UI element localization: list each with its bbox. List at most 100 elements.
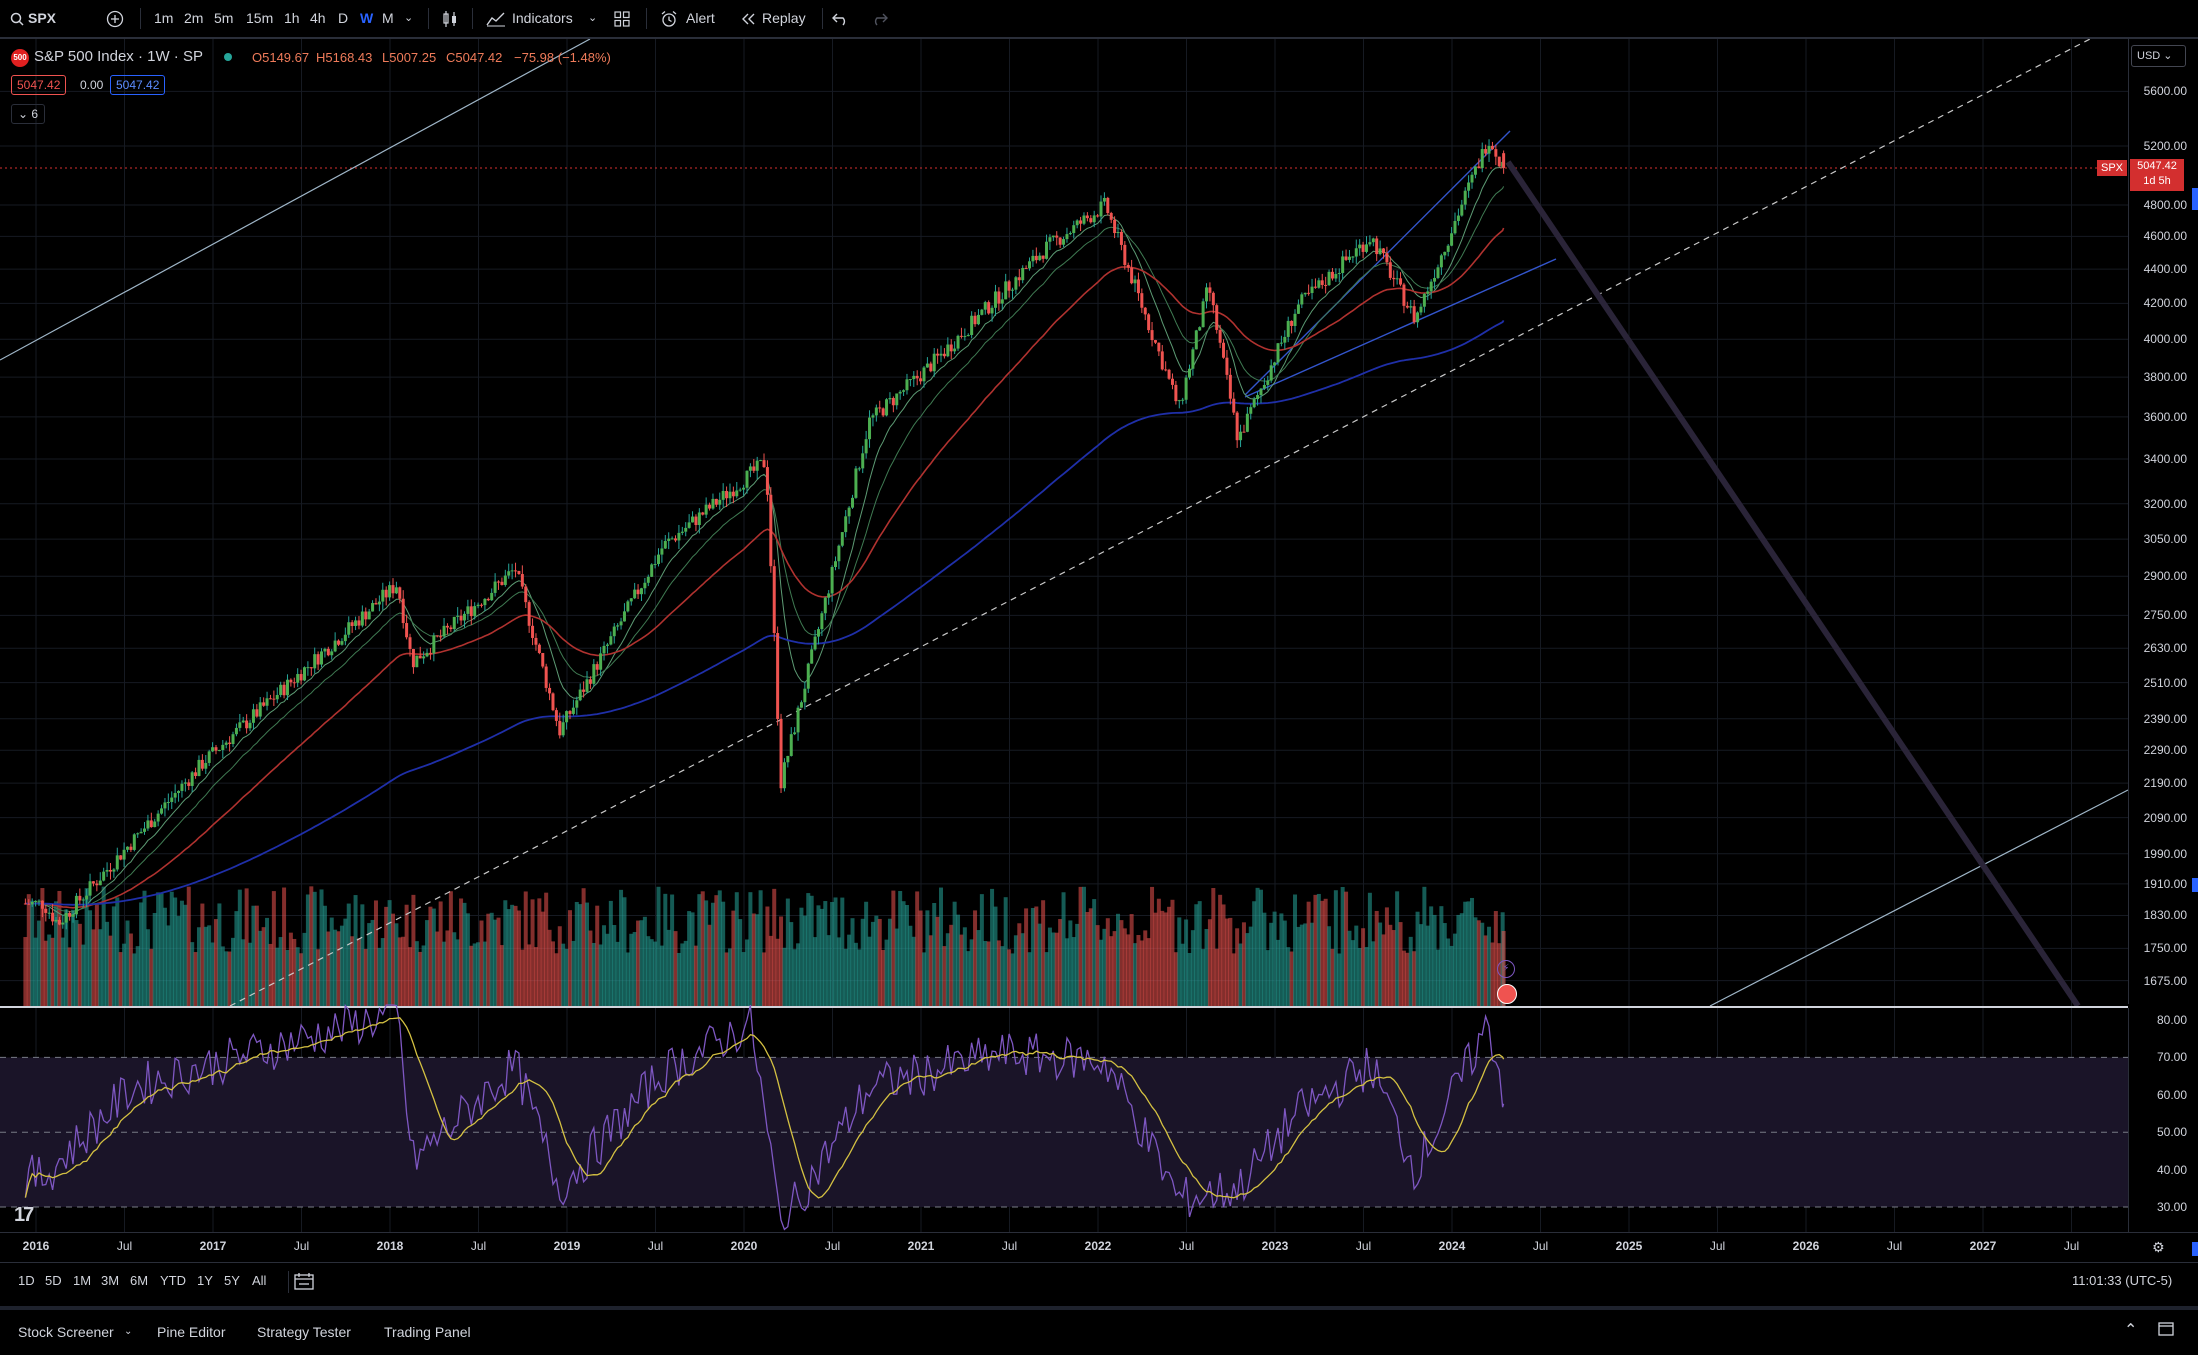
interval-1h[interactable]: 1h [284, 10, 300, 26]
interval-4h[interactable]: 4h [310, 10, 326, 26]
volume-bar [945, 933, 950, 1006]
price-axis[interactable]: USD ⌄ 5600.00 5200.00 4800.00 4600.00 4400.0… [2128, 39, 2198, 1004]
time-axis[interactable]: 2016 Jul 2017 Jul 2018 Jul 2019 Jul 2020 Jul 2021 J… [0, 1232, 2198, 1261]
range-ytd[interactable]: YTD [160, 1273, 186, 1288]
alert-button[interactable]: Alert [686, 10, 715, 26]
symbol-search[interactable]: SPX [28, 10, 57, 26]
volume-bar [40, 888, 45, 1006]
candle-body [1456, 215, 1460, 221]
range-all[interactable]: All [252, 1273, 267, 1288]
interval-2m[interactable]: 2m [184, 10, 204, 26]
chevron-down-icon[interactable]: ⌄ [588, 12, 598, 24]
rsi-axis[interactable]: 80.00 70.00 60.00 50.00 40.00 30.00 [2128, 1008, 2198, 1232]
volume-bar [1020, 933, 1025, 1006]
scroll-handle[interactable] [2192, 1242, 2198, 1256]
range-3m[interactable]: 3M [101, 1273, 120, 1288]
candle-body [1344, 256, 1348, 260]
range-1y[interactable]: 1Y [197, 1273, 213, 1288]
candle-body [759, 460, 763, 462]
redo-icon[interactable] [870, 0, 888, 37]
candles-icon[interactable] [442, 0, 458, 37]
interval-d[interactable]: D [338, 10, 349, 26]
candle-body [1317, 280, 1321, 288]
sell-price-pill[interactable]: 5047.42 [11, 75, 67, 95]
candle-body [462, 613, 466, 621]
volume-bar [724, 952, 729, 1006]
calendar-goto-icon[interactable] [294, 1272, 314, 1295]
maximize-panel-icon[interactable] [2158, 1322, 2174, 1341]
compare-add-icon[interactable] [106, 0, 124, 37]
alarm-clock-icon[interactable] [660, 0, 678, 37]
volume-bar [139, 902, 144, 1006]
volume-bar [152, 912, 157, 1006]
interval-w[interactable]: W [360, 10, 374, 26]
candle-body [456, 615, 460, 617]
interval-15m[interactable]: 15m [246, 10, 274, 26]
candle-body [1436, 267, 1440, 278]
earnings-flag-icon[interactable] [1497, 984, 1517, 1004]
tab-stock-screener[interactable]: Stock Screener [18, 1324, 114, 1340]
currency-selector[interactable]: USD ⌄ [2131, 45, 2186, 67]
candle-body [105, 869, 109, 872]
candle-body [343, 634, 347, 642]
candle-body [190, 772, 194, 786]
candle-body [422, 656, 426, 659]
volume-bar [1330, 948, 1335, 1006]
indicators-icon[interactable] [486, 0, 506, 37]
candle-body [520, 574, 524, 587]
chevron-down-icon[interactable]: ⌄ [404, 12, 414, 24]
volume-bar [894, 928, 899, 1006]
range-1d[interactable]: 1D [18, 1273, 35, 1288]
replay-button[interactable]: Replay [762, 10, 806, 26]
indicators-button[interactable]: Indicators [512, 10, 573, 26]
volume-bar [435, 931, 440, 1006]
time-axis-settings-icon[interactable]: ⚙ [2152, 1239, 2165, 1255]
range-5d[interactable]: 5D [45, 1273, 62, 1288]
layout-templates-icon[interactable] [614, 0, 630, 37]
candle-body [527, 602, 531, 626]
volume-bar [765, 906, 770, 1006]
candle-body [697, 512, 701, 525]
interval-1m[interactable]: 1m [154, 10, 174, 26]
scroll-handle[interactable] [2192, 188, 2198, 210]
interval-m[interactable]: M [382, 10, 394, 26]
volume-bar [1289, 951, 1294, 1006]
volume-bar [741, 952, 746, 1006]
clock-display[interactable]: 11:01:33 (UTC-5) [2072, 1273, 2173, 1288]
buy-price-pill[interactable]: 5047.42 [110, 75, 166, 95]
rewind-icon[interactable] [740, 0, 756, 37]
range-5y[interactable]: 5Y [224, 1273, 240, 1288]
range-6m[interactable]: 6M [130, 1273, 149, 1288]
candle-body [1256, 395, 1260, 400]
search-icon[interactable] [10, 0, 24, 37]
volume-bar [162, 907, 167, 1006]
range-1m[interactable]: 1M [73, 1273, 92, 1288]
chevron-up-icon[interactable]: ⌃ [2124, 1322, 2138, 1339]
tab-strategy-tester[interactable]: Strategy Tester [257, 1324, 351, 1340]
chevron-down-icon[interactable]: ⌄ [124, 1326, 133, 1337]
volume-bar [57, 890, 62, 1006]
market-status-icon[interactable] [224, 53, 232, 61]
volume-bar [363, 948, 368, 1006]
chart-canvas[interactable] [0, 39, 2128, 1235]
volume-bar [1313, 894, 1318, 1006]
legend-title[interactable]: S&P 500 Index · 1W · SP [34, 48, 203, 65]
volume-bar [1167, 906, 1172, 1006]
volume-bar [1248, 926, 1253, 1006]
volume-bar [268, 943, 273, 1006]
tradingview-logo[interactable]: 17 [14, 1204, 34, 1226]
candle-body [769, 494, 773, 567]
candle-body [337, 640, 341, 645]
tab-pine-editor[interactable]: Pine Editor [157, 1324, 226, 1340]
candle-body [1450, 233, 1454, 246]
scroll-handle[interactable] [2192, 878, 2198, 892]
candle-body [122, 849, 126, 860]
volume-bar [200, 903, 205, 1006]
candle-body [146, 820, 150, 829]
indicators-collapse-button[interactable]: ⌄ 6 [11, 104, 46, 124]
volume-bar [956, 914, 961, 1006]
interval-5m[interactable]: 5m [214, 10, 234, 26]
lightning-event-icon[interactable]: ⚡ [1497, 960, 1515, 978]
undo-icon[interactable] [832, 0, 850, 37]
tab-trading-panel[interactable]: Trading Panel [384, 1324, 471, 1340]
